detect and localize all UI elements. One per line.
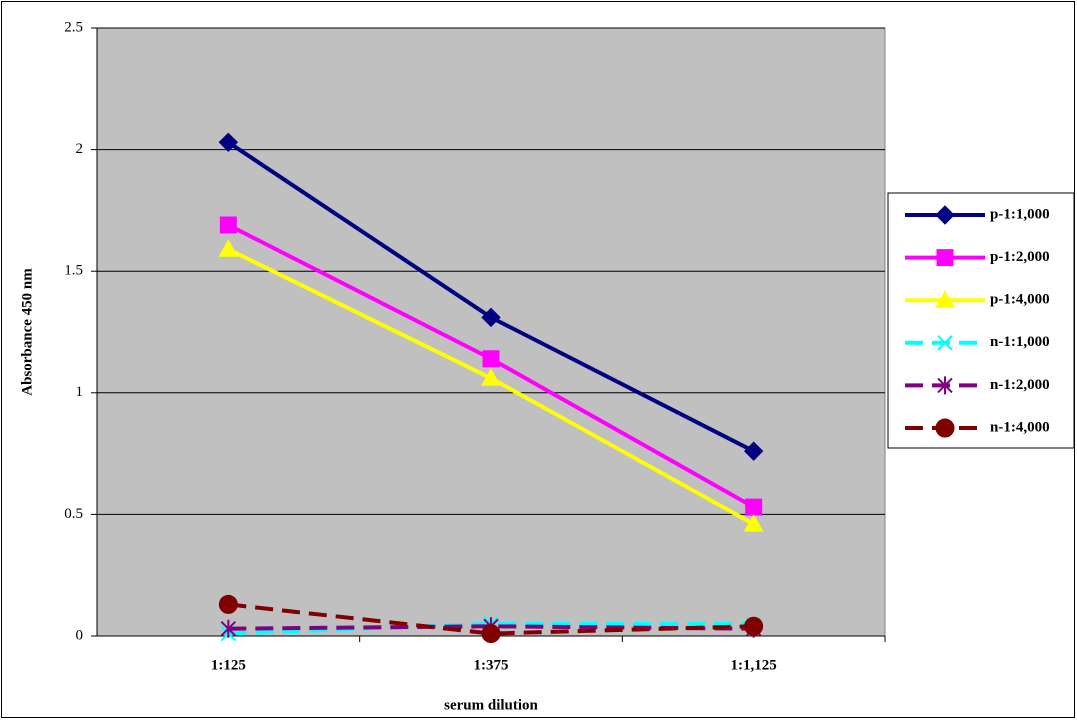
marker <box>481 307 501 328</box>
x-axis-label: serum dilution <box>444 697 538 713</box>
y-tick-label: 2 <box>76 141 84 157</box>
marker <box>936 249 954 267</box>
legend-label: p-1:1,000 <box>990 206 1050 222</box>
marker <box>218 239 239 257</box>
legend-label: p-1:4,000 <box>990 292 1050 308</box>
series-line <box>228 621 754 636</box>
marker <box>481 368 501 386</box>
marker <box>218 594 238 614</box>
y-tick-label: 1 <box>76 384 84 400</box>
x-tick-label: 1:125 <box>211 657 246 673</box>
y-tick-label: 0 <box>76 627 84 643</box>
x-tick-label: 1:1,125 <box>731 657 777 673</box>
marker <box>937 376 953 395</box>
y-axis-label: Absorbance 450 nm <box>19 268 35 396</box>
marker <box>935 418 955 438</box>
marker <box>218 132 239 153</box>
y-tick-label: 0.5 <box>64 506 83 522</box>
marker <box>220 619 237 638</box>
marker <box>219 216 237 234</box>
plot-area <box>96 27 886 637</box>
y-tick-label: 2.5 <box>64 19 83 35</box>
marker <box>744 616 764 636</box>
series-line <box>228 602 754 636</box>
legend-label: p-1:2,000 <box>990 249 1050 265</box>
marker <box>743 514 764 532</box>
marker <box>935 290 955 308</box>
marker <box>481 624 501 644</box>
marker <box>937 335 953 351</box>
y-tick-label: 1.5 <box>64 263 83 279</box>
x-tick-label: 1:375 <box>474 657 509 673</box>
legend-label: n-1:2,000 <box>990 377 1050 393</box>
legend-label: n-1:1,000 <box>990 334 1050 350</box>
marker <box>935 205 955 225</box>
marker <box>482 350 500 368</box>
legend <box>887 192 1075 449</box>
marker <box>743 441 764 461</box>
marker <box>745 498 763 516</box>
legend-label: n-1:4,000 <box>990 419 1050 435</box>
